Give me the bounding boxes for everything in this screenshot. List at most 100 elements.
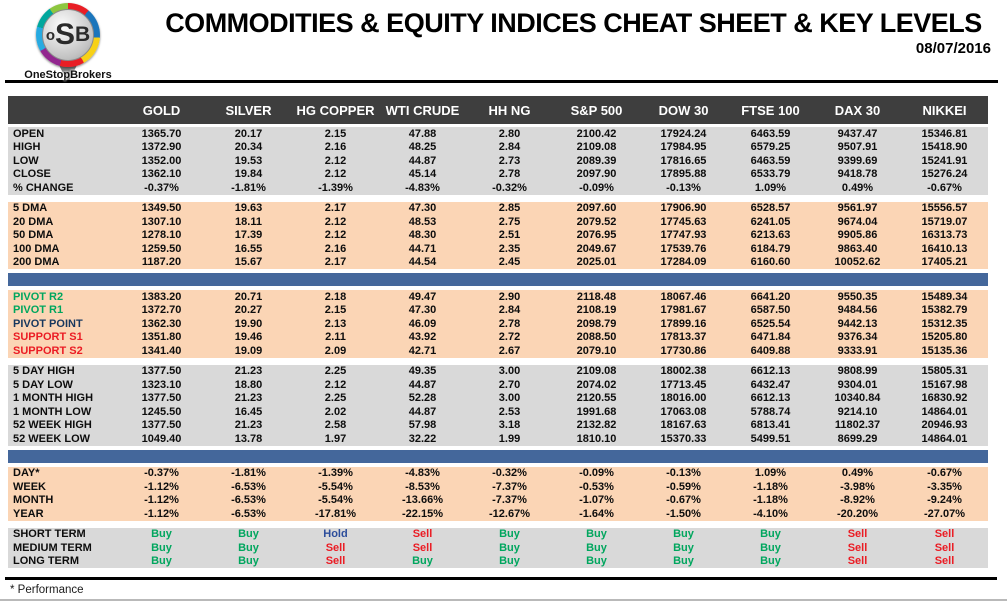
table-cell: 2.78	[498, 317, 521, 330]
section-ohlc: OPEN 1365.70 20.17 2.15 47.88 2.80 2100.42 1792…	[8, 127, 988, 195]
table-cell: 19.63	[234, 202, 263, 215]
row-label: PIVOT POINT	[13, 317, 83, 330]
table-cell: -1.50%	[666, 507, 701, 520]
table-cell: 15346.81	[921, 127, 968, 140]
logo-letter-o: o	[45, 26, 55, 44]
table-cell: 16.45	[234, 405, 263, 418]
table-cell: 9376.34	[837, 331, 878, 344]
table-cell: 44.54	[408, 256, 437, 269]
table-cell: 9304.01	[837, 378, 878, 391]
table-cell: -1.39%	[318, 467, 353, 480]
section-performance: DAY* -0.37% -1.81% -1.39% -4.83% -0.32% -0.09%…	[8, 466, 988, 521]
table-cell: 44.87	[408, 378, 437, 391]
table-cell: 9808.99	[837, 365, 878, 378]
table-cell: 2100.42	[576, 127, 617, 140]
table-cell: 1372.70	[141, 304, 182, 317]
table-cell: 6241.05	[750, 215, 791, 228]
table-cell: 2.78	[498, 168, 521, 181]
row-label: MEDIUM TERM	[13, 541, 92, 554]
table-cell: 17924.24	[660, 127, 707, 140]
signal-cell: Hold	[323, 528, 348, 541]
table-cell: 48.30	[408, 229, 437, 242]
table-cell: 6533.79	[750, 168, 791, 181]
table-cell: 1307.10	[141, 215, 182, 228]
column-header: NIKKEI	[922, 102, 967, 118]
table-cell: 19.53	[234, 154, 263, 167]
table-cell: 18067.46	[660, 290, 707, 303]
section-signals: SHORT TERM Buy Buy Hold Sell Buy Buy Buy Buy Sell…	[8, 527, 988, 568]
table-cell: -7.37%	[492, 480, 527, 493]
column-header: DAX 30	[834, 102, 881, 118]
section-divider-blue	[8, 449, 988, 463]
section-divider-blue	[8, 273, 988, 286]
table-cell: 15556.57	[921, 202, 968, 215]
row-label: LONG TERM	[13, 555, 79, 568]
table-cell: 6579.25	[750, 141, 791, 154]
table-cell: 9442.13	[837, 317, 878, 330]
table-cell: 2.84	[498, 141, 521, 154]
table-cell: 52.28	[408, 392, 437, 405]
section-gap	[8, 520, 988, 528]
table-row: 200 DMA 1187.20 15.67 2.17 44.54 2.45 2025.01 1…	[8, 256, 988, 270]
table-cell: 57.98	[408, 419, 437, 432]
signal-cell: Buy	[673, 555, 694, 568]
table-cell: 1352.00	[141, 154, 182, 167]
table-cell: 9674.04	[837, 215, 878, 228]
table-cell: -22.15%	[402, 507, 443, 520]
table-cell: 1049.40	[141, 432, 182, 445]
column-header: SILVER	[225, 102, 272, 118]
table-cell: 13.78	[234, 432, 263, 445]
logo-letter-b: B	[75, 23, 91, 46]
table-cell: -8.53%	[405, 480, 440, 493]
table-cell: -1.12%	[144, 480, 179, 493]
table-cell: 6587.50	[750, 304, 791, 317]
table-row: 100 DMA 1259.50 16.55 2.16 44.71 2.35 2049.67 1…	[8, 242, 988, 256]
table-cell: 2.02	[324, 405, 347, 418]
table-cell: -1.12%	[144, 494, 179, 507]
section-gap	[8, 445, 988, 450]
table-cell: -1.18%	[753, 480, 788, 493]
table-cell: -1.18%	[753, 494, 788, 507]
table-cell: 20.71	[234, 290, 263, 303]
table-cell: -5.54%	[318, 480, 353, 493]
table-cell: 17405.21	[921, 256, 968, 269]
table-cell: 9561.97	[837, 202, 878, 215]
signal-cell: Buy	[760, 555, 781, 568]
table-cell: -4.83%	[405, 467, 440, 480]
table-cell: 2074.02	[576, 378, 617, 391]
table-cell: -3.35%	[927, 480, 962, 493]
table-cell: 1259.50	[141, 242, 182, 255]
table-cell: 10052.62	[834, 256, 881, 269]
table-cell: 14864.01	[921, 432, 968, 445]
table-cell: 1372.90	[141, 141, 182, 154]
signal-cell: Sell	[412, 541, 433, 554]
header-divider	[5, 80, 998, 83]
section-gap	[8, 357, 988, 365]
table-row: SHORT TERM Buy Buy Hold Sell Buy Buy Buy Buy Sell…	[8, 528, 988, 542]
table-cell: 21.23	[234, 419, 263, 432]
table-cell: 2.13	[324, 317, 347, 330]
table-cell: 2.90	[498, 290, 521, 303]
table-cell: 2.16	[324, 141, 347, 154]
table-row: PIVOT R2 1383.20 20.71 2.18 49.47 2.90 2118.48…	[8, 290, 988, 304]
table-cell: 9437.47	[837, 127, 878, 140]
table-cell: 1245.50	[141, 405, 182, 418]
table-cell: 2.18	[324, 290, 347, 303]
signal-cell: Buy	[586, 541, 607, 554]
signal-cell: Buy	[586, 528, 607, 541]
footnote: * Performance	[10, 584, 84, 596]
section-gap	[8, 194, 988, 202]
table-cell: 2.12	[324, 154, 347, 167]
table-cell: 15205.80	[921, 331, 968, 344]
table-cell: 17899.16	[660, 317, 707, 330]
table-cell: 17713.45	[660, 378, 707, 391]
table-cell: 1362.30	[141, 317, 182, 330]
section-moving-averages: 5 DMA 1349.50 19.63 2.17 47.30 2.85 2097.60 179…	[8, 201, 988, 270]
table-cell: 2089.39	[576, 154, 617, 167]
table-cell: -0.53%	[579, 480, 614, 493]
table-cell: 2097.90	[576, 168, 617, 181]
table-cell: 20.34	[234, 141, 263, 154]
table-cell: 0.49%	[841, 467, 874, 480]
signal-cell: Sell	[412, 528, 433, 541]
signal-cell: Buy	[238, 528, 259, 541]
